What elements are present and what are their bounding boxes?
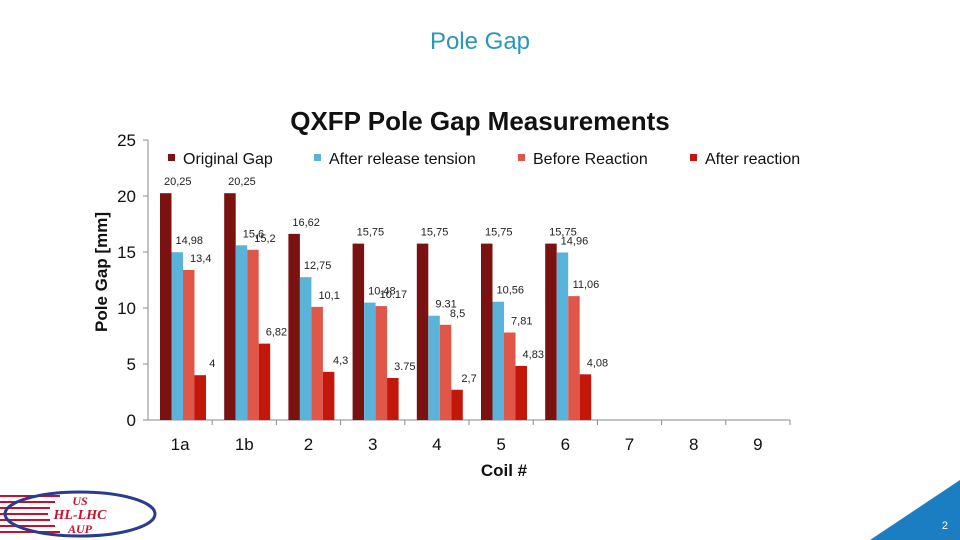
y-tick-label: 0 xyxy=(127,411,136,430)
us-hl-lhc-aup-logo: US HL-LHC AUP xyxy=(0,490,157,538)
bar xyxy=(288,233,300,420)
data-label: 6,82 xyxy=(266,327,287,339)
bar xyxy=(416,243,429,420)
bar xyxy=(160,193,172,420)
y-tick-label: 25 xyxy=(117,131,136,150)
data-label: 15,6 xyxy=(243,228,264,240)
data-label: 16,62 xyxy=(292,217,320,229)
bar xyxy=(224,193,236,420)
x-tick-label: 3 xyxy=(368,435,377,454)
bar xyxy=(504,332,516,420)
x-tick-label: 6 xyxy=(561,435,570,454)
y-tick-label: 10 xyxy=(117,299,136,318)
x-tick-label: 9 xyxy=(753,435,762,454)
x-tick-label: 1b xyxy=(235,435,254,454)
chart-title: QXFP Pole Gap Measurements xyxy=(290,106,670,136)
data-label: 15,75 xyxy=(485,227,513,239)
bar xyxy=(492,301,504,420)
y-tick-label: 20 xyxy=(117,187,136,206)
bar xyxy=(451,389,463,420)
data-label: 15,75 xyxy=(357,227,385,239)
data-label: 4,3 xyxy=(333,355,348,367)
x-tick-label: 2 xyxy=(304,435,313,454)
data-label: 10,1 xyxy=(318,290,339,302)
x-tick-label: 1a xyxy=(171,435,190,454)
bar xyxy=(183,269,195,420)
bar xyxy=(387,378,399,420)
bar xyxy=(556,252,569,420)
bar xyxy=(171,252,183,420)
legend-swatch xyxy=(518,154,525,161)
legend-swatch xyxy=(314,154,321,161)
bar xyxy=(194,375,206,420)
bar xyxy=(375,306,388,420)
bar xyxy=(364,302,376,420)
y-tick-label: 5 xyxy=(127,355,136,374)
bar xyxy=(481,243,493,420)
bar xyxy=(311,306,323,420)
data-label: 2,7 xyxy=(461,373,476,385)
bar xyxy=(352,243,365,420)
page-number: 2 xyxy=(941,520,948,532)
data-label: 14,96 xyxy=(561,235,589,247)
data-label: 7,81 xyxy=(511,316,532,328)
logo-line3: AUP xyxy=(67,522,93,536)
y-axis-label: Pole Gap [mm] xyxy=(92,212,111,332)
bar xyxy=(428,315,440,420)
x-tick-label: 5 xyxy=(496,435,505,454)
data-label: 4,08 xyxy=(587,357,608,369)
legend-entry: After reaction xyxy=(705,151,800,168)
data-label: 20,25 xyxy=(228,176,256,188)
data-label: 15,75 xyxy=(421,227,449,239)
legend-swatch xyxy=(690,154,697,161)
bar xyxy=(247,249,259,420)
slide-title: Pole Gap xyxy=(429,28,531,55)
legend-entry: After release tension xyxy=(329,151,476,168)
legend-entry: Original Gap xyxy=(183,151,273,168)
data-label: 15,75 xyxy=(549,227,577,239)
data-label: 8,5 xyxy=(450,308,465,320)
data-label: 20,25 xyxy=(164,176,192,188)
data-label: 13,4 xyxy=(190,253,211,265)
bar xyxy=(322,371,335,420)
legend-entry: Before Reaction xyxy=(533,151,648,168)
data-label: 15,2 xyxy=(254,233,275,245)
bar xyxy=(299,277,312,420)
corner-accent xyxy=(870,480,960,540)
data-label: 10.48 xyxy=(368,286,396,298)
bar xyxy=(515,365,527,420)
bar xyxy=(439,324,452,420)
bar xyxy=(579,374,592,420)
y-tick-label: 15 xyxy=(117,243,136,262)
x-tick-label: 7 xyxy=(625,435,634,454)
logo-line2: HL-LHC xyxy=(53,508,108,523)
x-tick-label: 8 xyxy=(689,435,698,454)
data-label: 14,98 xyxy=(175,235,203,247)
data-label: 10,56 xyxy=(496,285,524,297)
data-label: 4 xyxy=(209,358,215,370)
logo-line1: US xyxy=(72,494,88,508)
bar xyxy=(235,245,248,420)
data-label: 12,75 xyxy=(304,260,332,272)
x-tick-label: 4 xyxy=(432,435,441,454)
x-axis-label: Coil # xyxy=(481,461,528,480)
bar xyxy=(545,243,557,420)
data-label: 3.75 xyxy=(394,361,415,373)
bar xyxy=(258,343,271,420)
data-label: 4,83 xyxy=(523,349,544,361)
data-label: 10.17 xyxy=(380,289,408,301)
legend-swatch xyxy=(168,154,175,161)
bar xyxy=(568,296,580,420)
data-label: 11,06 xyxy=(573,279,600,291)
data-label: 9.31 xyxy=(435,299,456,311)
